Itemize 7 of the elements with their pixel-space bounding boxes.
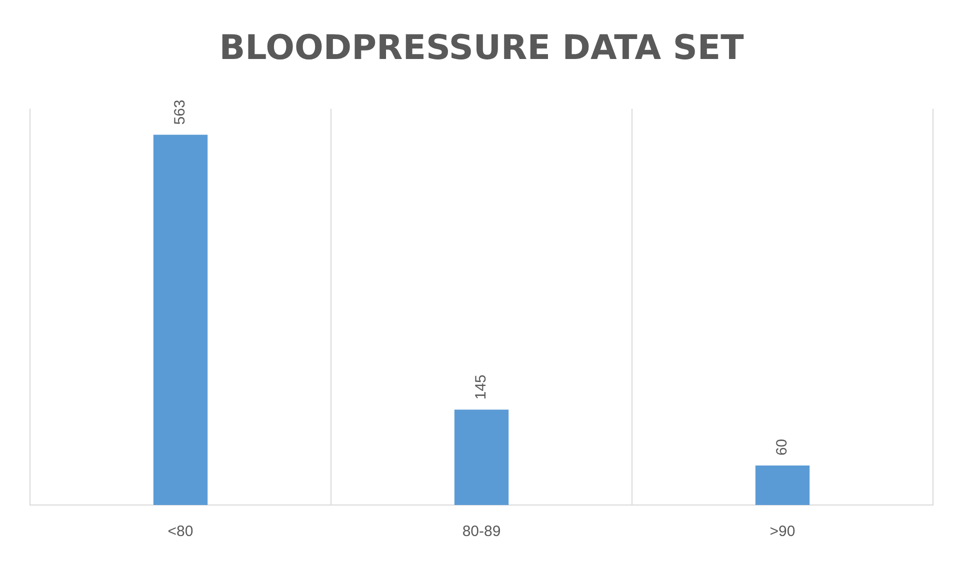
x-tick-label: >90 — [770, 523, 796, 540]
chart-title: BLOODPRESSURE DATA SET — [219, 28, 745, 68]
data-label: 563 — [172, 100, 189, 125]
data-label: 145 — [472, 374, 490, 400]
x-tick-label: <80 — [168, 523, 194, 540]
x-tick-label: 80-89 — [462, 523, 501, 540]
data-label: 60 — [774, 438, 791, 456]
